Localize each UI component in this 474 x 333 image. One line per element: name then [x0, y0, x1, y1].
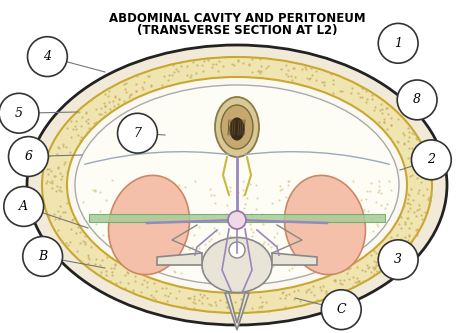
Circle shape: [4, 186, 44, 226]
Text: B: B: [38, 250, 47, 263]
Circle shape: [321, 290, 361, 330]
Ellipse shape: [202, 237, 272, 292]
Text: 5: 5: [15, 107, 23, 120]
Text: 4: 4: [44, 50, 51, 63]
Text: 8: 8: [413, 93, 421, 107]
Text: (TRANSVERSE SECTION AT L2): (TRANSVERSE SECTION AT L2): [137, 24, 337, 37]
Circle shape: [27, 37, 67, 77]
Circle shape: [0, 93, 39, 133]
Polygon shape: [157, 253, 202, 265]
Circle shape: [378, 240, 418, 280]
Circle shape: [228, 211, 246, 229]
Ellipse shape: [67, 77, 407, 293]
Ellipse shape: [230, 118, 244, 140]
Ellipse shape: [215, 97, 259, 157]
Polygon shape: [89, 214, 385, 222]
Text: ABDOMINAL CAVITY AND PERITONEUM: ABDOMINAL CAVITY AND PERITONEUM: [109, 12, 365, 25]
Circle shape: [23, 236, 63, 276]
Circle shape: [378, 23, 418, 63]
Polygon shape: [225, 293, 249, 330]
Ellipse shape: [109, 175, 190, 275]
Text: 7: 7: [134, 127, 141, 140]
Text: 1: 1: [394, 37, 402, 50]
Circle shape: [118, 113, 157, 153]
Circle shape: [229, 242, 245, 258]
Circle shape: [9, 137, 48, 176]
Text: A: A: [19, 200, 28, 213]
Ellipse shape: [221, 105, 253, 149]
Ellipse shape: [42, 57, 432, 313]
Text: C: C: [337, 303, 346, 316]
Circle shape: [411, 140, 451, 180]
Ellipse shape: [27, 45, 447, 325]
Ellipse shape: [284, 175, 365, 275]
Text: 6: 6: [25, 150, 32, 163]
Circle shape: [397, 80, 437, 120]
Ellipse shape: [75, 85, 399, 285]
Polygon shape: [272, 253, 317, 265]
Text: 3: 3: [394, 253, 402, 266]
Text: 2: 2: [428, 153, 435, 166]
